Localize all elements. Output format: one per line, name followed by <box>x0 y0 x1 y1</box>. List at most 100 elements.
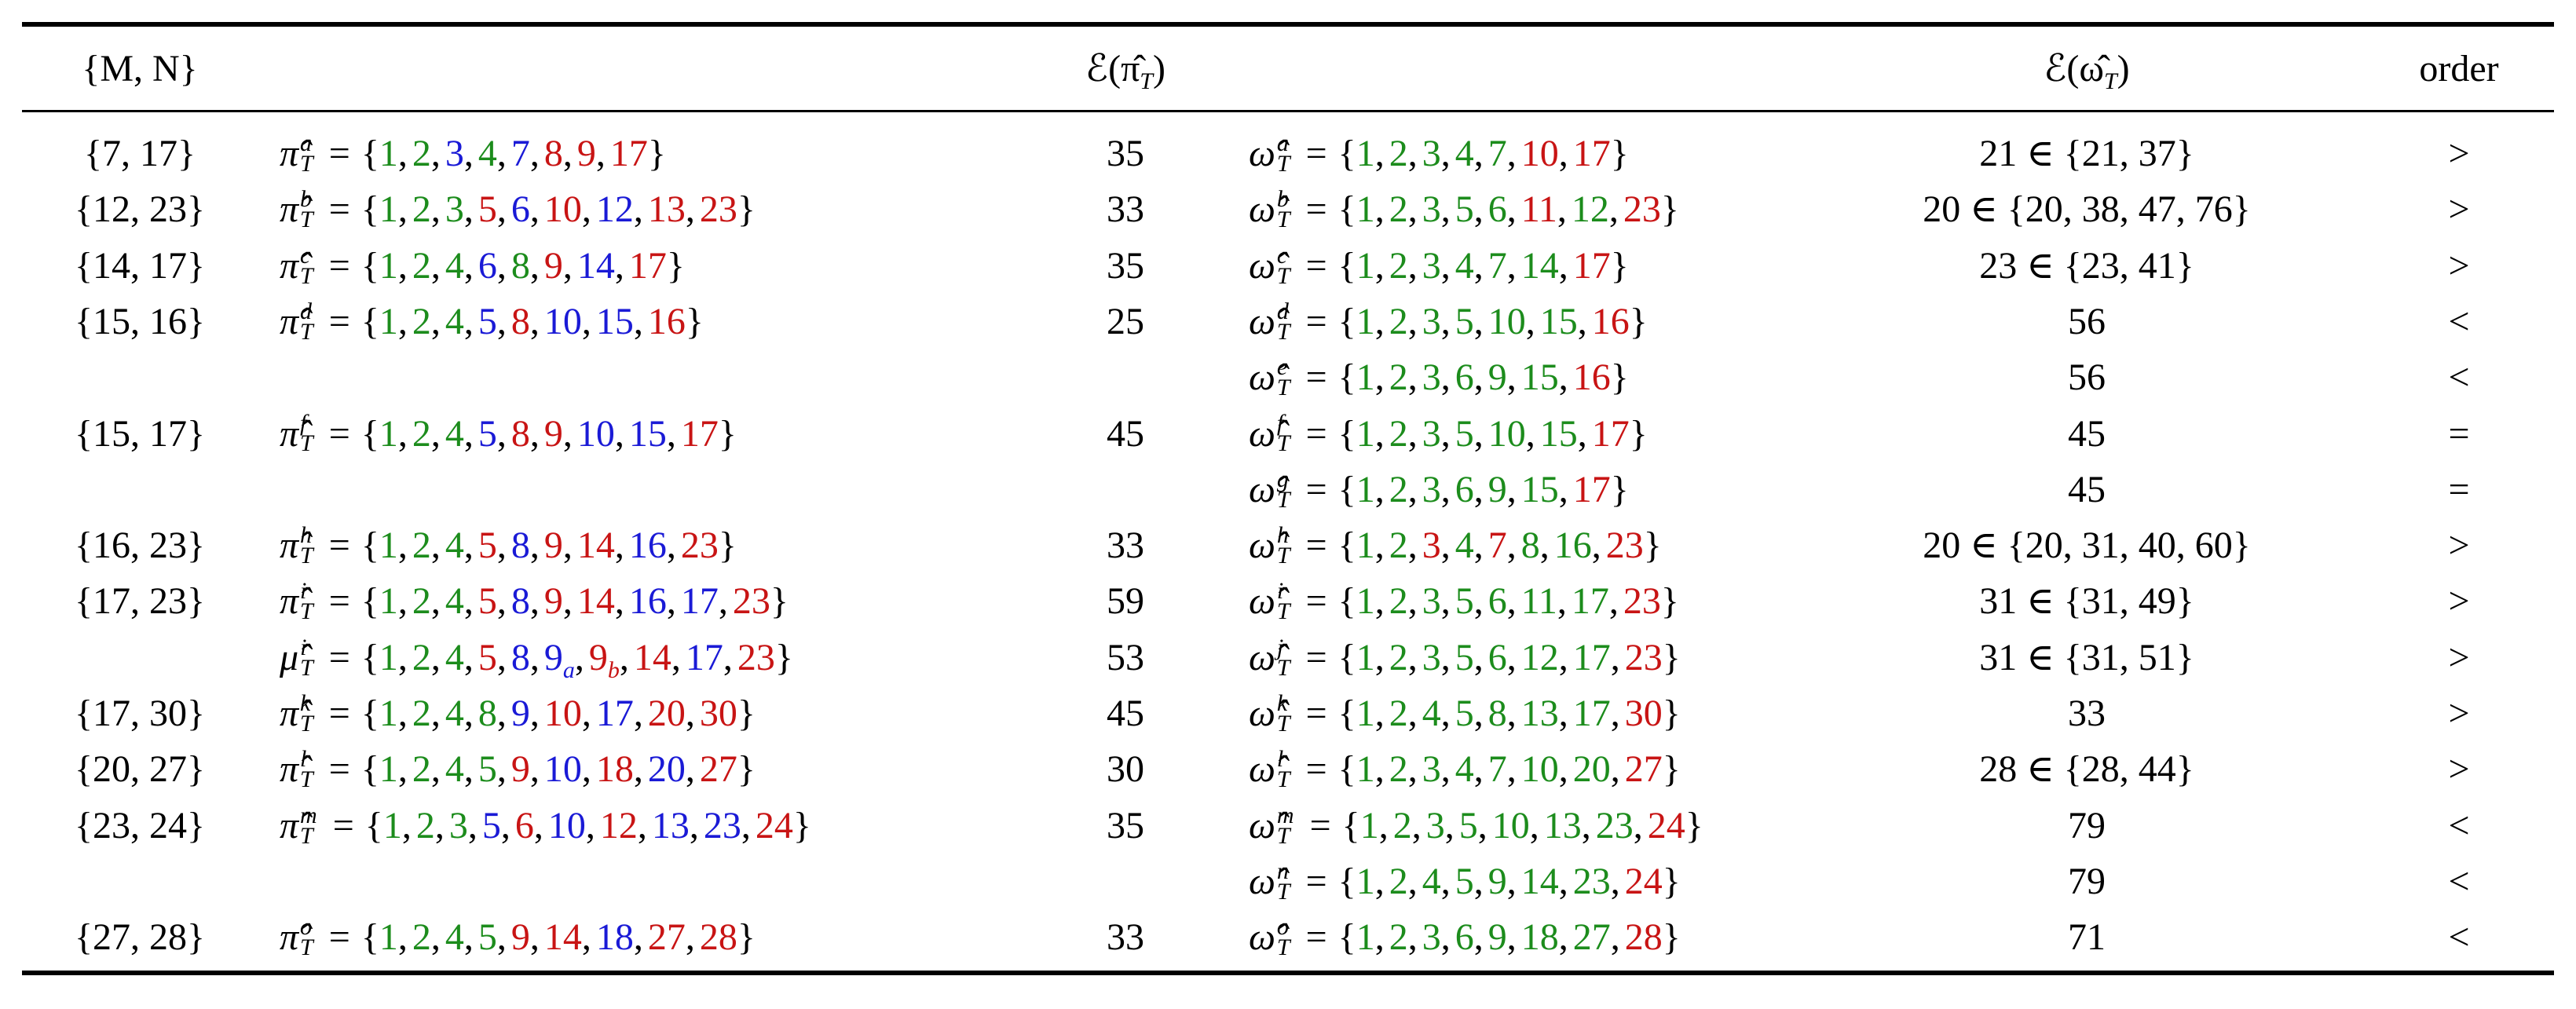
separator: , <box>1608 580 1619 623</box>
e-pi: 30 <box>1107 748 1144 791</box>
separator: , <box>1440 525 1451 567</box>
separator: , <box>562 244 573 287</box>
set-symbol: ω̂ <box>1249 693 1275 734</box>
subscript: T <box>1276 543 1290 569</box>
element: 1 <box>382 804 402 846</box>
pi-set: π̂ c T = {1, 2, 4, 6, 8, 9, 14, 17} <box>280 243 685 290</box>
mn-cell: {14, 17} <box>75 243 205 290</box>
superscript: b <box>1276 186 1289 213</box>
header-cell: {M, N} <box>82 46 197 93</box>
separator: , <box>1557 188 1567 231</box>
order: < <box>2448 804 2470 846</box>
separator: , <box>1440 188 1451 231</box>
separator: , <box>1610 860 1620 902</box>
mn-cell: {15, 16} <box>75 298 205 345</box>
element: 8 <box>478 693 497 734</box>
element: 6 <box>1454 468 1474 510</box>
element: 15 <box>1539 300 1578 342</box>
element: 2 <box>1389 525 1408 567</box>
mn-cell: {12, 23} <box>75 186 205 233</box>
element: 12 <box>1520 636 1559 678</box>
element: 9 <box>510 748 530 791</box>
set-symbol: ω̂ <box>1249 860 1275 902</box>
separator: , <box>1473 748 1484 791</box>
separator: , <box>1558 636 1568 678</box>
element: 11 <box>1520 188 1557 231</box>
brace: { <box>360 133 379 174</box>
element: 2 <box>1389 916 1408 959</box>
set-symbol: π̂ <box>280 693 299 734</box>
separator: , <box>718 580 728 623</box>
set-symbol: ω̂ <box>1249 188 1275 231</box>
order: < <box>2448 300 2470 342</box>
brace: { <box>360 412 379 455</box>
e-omega-cell: 79 <box>2068 858 2106 905</box>
element: 2 <box>412 188 431 231</box>
order-cell: > <box>2448 578 2469 625</box>
separator: , <box>1506 580 1517 623</box>
omega-set: ω̂ b T = {1, 2, 3, 5, 6, 11, 12, 23} <box>1249 186 1679 233</box>
brace: { <box>1337 244 1356 287</box>
element: 16 <box>647 300 686 342</box>
pi-set: π̂ m T = {1, 2, 3, 5, 6, 10, 12, 13, 23, 24} <box>280 802 811 850</box>
element: 18 <box>595 916 634 959</box>
superscript: o <box>1276 914 1289 941</box>
element: 8 <box>510 412 530 455</box>
element: 3 <box>445 188 464 231</box>
subscript: T <box>1276 150 1290 177</box>
separator: , <box>633 916 643 959</box>
separator: , <box>1473 356 1484 399</box>
element: 9 <box>1487 356 1507 399</box>
element: 13 <box>647 188 686 231</box>
e-omega-cell: 45 <box>2068 411 2106 458</box>
brace: } <box>1660 188 1679 231</box>
element: 1 <box>379 636 398 678</box>
e-pi-cell: 53 <box>1107 634 1144 682</box>
separator: , <box>1374 188 1385 231</box>
equals: = <box>1305 916 1327 959</box>
element: 4 <box>445 244 464 287</box>
e-pi: 33 <box>1107 525 1144 567</box>
element: 13 <box>1543 804 1582 846</box>
element: 9 <box>1487 860 1507 902</box>
separator: , <box>614 580 624 623</box>
element: 7 <box>1487 244 1507 287</box>
separator: , <box>1407 133 1418 174</box>
mn: {15, 16} <box>74 300 206 342</box>
pi-set: π̂ i T = {1, 2, 4, 5, 8, 9, 14, 16, 17, 23} <box>280 578 789 625</box>
separator: , <box>1378 804 1389 846</box>
order-cell: = <box>2448 466 2469 514</box>
equals: = <box>328 636 350 678</box>
separator: , <box>1374 468 1385 510</box>
order: > <box>2448 188 2470 231</box>
set-symbol: ω̂ <box>1249 748 1275 791</box>
pi-set: μ̂ i T = {1, 2, 4, 5, 8, 9a, 9b, 14, 17, 23} <box>280 634 793 683</box>
separator: , <box>666 580 676 623</box>
element: 14 <box>633 636 671 678</box>
separator: , <box>1407 693 1418 734</box>
e-pi-cell: 33 <box>1107 522 1144 569</box>
element: 17 <box>680 412 719 455</box>
element: 5 <box>1454 580 1474 623</box>
separator: , <box>614 412 624 455</box>
element: 4 <box>445 916 464 959</box>
e-omega: 28 ∈ {28, 44} <box>1979 748 2194 791</box>
equals: = <box>328 300 350 342</box>
separator: , <box>397 748 408 791</box>
brace: { <box>1337 412 1356 455</box>
element: 23 <box>737 636 775 678</box>
element: 24 <box>1624 860 1663 902</box>
brace: { <box>360 525 379 567</box>
element: 3 <box>1422 748 1441 791</box>
separator: , <box>1506 188 1517 231</box>
separator: , <box>467 804 478 846</box>
e-omega: 31 ∈ {31, 51} <box>1979 636 2194 678</box>
separator: , <box>1506 468 1517 510</box>
mn: {17, 23} <box>74 580 206 623</box>
subscript: T <box>300 654 313 681</box>
